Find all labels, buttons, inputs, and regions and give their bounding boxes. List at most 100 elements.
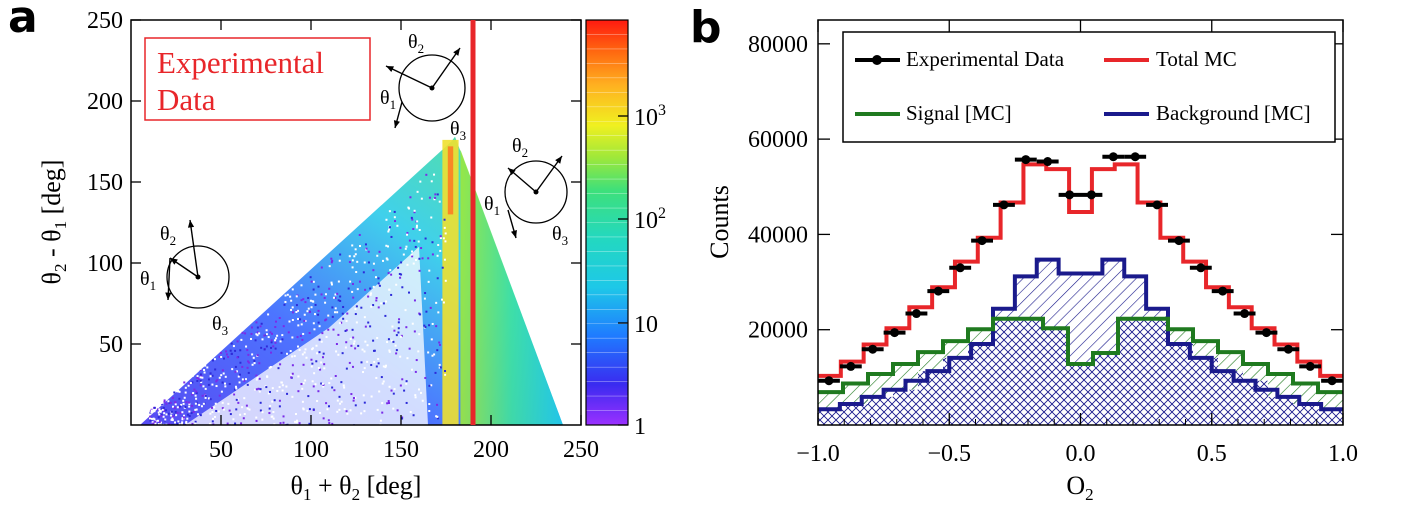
heatmap-pixel	[239, 349, 242, 352]
diagram-angle-label: θ3	[552, 223, 568, 248]
heatmap-pixel	[227, 402, 230, 405]
heatmap-pixel	[346, 312, 349, 315]
heatmap-pixel	[345, 410, 348, 413]
heatmap-pixel	[403, 389, 406, 392]
heatmap-pixel	[196, 413, 199, 416]
heatmap-pixel	[286, 392, 289, 395]
heatmap-pixel	[300, 323, 303, 326]
data-point	[1086, 190, 1096, 200]
heatmap-pixel	[398, 272, 401, 275]
heatmap-pixel	[410, 216, 413, 219]
heatmap-pixel	[158, 413, 161, 416]
heatmap-pixel	[354, 308, 357, 311]
heatmap-pixel	[325, 335, 328, 338]
heatmap-pixel	[178, 423, 181, 425]
panel-b-ticks: −1.0 −0.5 0.0 0.5 1.0 20000 40000 60000 80000	[748, 20, 1358, 467]
heatmap-pixel	[301, 338, 304, 341]
heatmap-pixel	[263, 348, 266, 351]
heatmap-pixel	[418, 269, 421, 272]
heatmap-pixel	[179, 405, 182, 408]
heatmap-pixel	[282, 325, 285, 328]
heatmap-pixel	[363, 316, 366, 319]
heatmap-pixel	[318, 325, 321, 328]
diagram-arrow	[431, 47, 461, 89]
heatmap-pixel	[163, 412, 166, 415]
heatmap-pixel	[302, 332, 305, 335]
heatmap-pixel	[404, 309, 407, 312]
heatmap-frame	[130, 19, 582, 426]
heatmap-pixel	[279, 340, 282, 343]
heatmap-pixel	[398, 318, 401, 321]
heatmap-pixel	[281, 338, 284, 341]
heatmap-pixel	[168, 401, 171, 404]
heatmap-pixel	[179, 412, 182, 415]
heatmap-pixel	[220, 355, 223, 358]
heatmap-pixel	[334, 307, 337, 310]
heatmap-pixel	[215, 385, 218, 388]
heatmap-pixel	[320, 293, 323, 296]
heatmap-pixel	[204, 387, 207, 390]
heatmap-pixel	[427, 280, 430, 283]
heatmap-pixel	[416, 190, 419, 193]
colorbar-tick-label: 103	[634, 102, 666, 131]
heatmap-pixel	[424, 326, 427, 329]
heatmap-pixel	[165, 402, 168, 405]
colorbar-tick-label: 1	[634, 414, 646, 440]
heatmap-pixel	[173, 391, 176, 394]
heatmap-pixel	[386, 340, 389, 343]
heatmap-pixel	[155, 406, 158, 409]
heatmap-pixel	[331, 386, 334, 389]
heatmap-pixel	[370, 305, 373, 308]
heatmap-pixel	[177, 420, 180, 423]
heatmap-pixel	[444, 370, 447, 373]
legend-label-total: Total MC	[1156, 47, 1237, 71]
heatmap-pixel	[342, 317, 345, 320]
heatmap-pixel	[200, 374, 203, 377]
heatmap-pixel	[195, 397, 198, 400]
heatmap-pixel	[220, 374, 223, 377]
heatmap-pixel	[380, 376, 383, 379]
heatmap-pixel	[421, 257, 424, 260]
heatmap-pixel	[234, 365, 237, 368]
heatmap-pixel	[324, 293, 327, 296]
heatmap-pixel	[176, 411, 179, 414]
heatmap-pixel	[437, 311, 440, 314]
heatmap-pixel	[176, 422, 179, 425]
heatmap-pixel	[209, 375, 212, 378]
heatmap-pixel	[423, 324, 426, 327]
heatmap-pixel	[397, 331, 400, 334]
heatmap-pixel	[182, 402, 185, 405]
data-point	[1218, 286, 1228, 296]
heatmap-pixel	[199, 384, 202, 387]
heatmap-pixel	[362, 271, 365, 274]
heatmap-pixel	[176, 406, 179, 409]
heatmap-pixel	[204, 364, 207, 367]
heatmap-pixel	[314, 303, 317, 306]
heatmap-pixel	[213, 358, 216, 361]
heatmap-pixel	[157, 411, 160, 414]
heatmap-pixel	[444, 279, 447, 282]
heatmap-pixel	[356, 288, 359, 291]
heatmap-pixel	[405, 380, 408, 383]
heatmap-pixel	[300, 383, 303, 386]
heatmap-pixel	[154, 420, 157, 423]
heatmap-pixel	[241, 378, 244, 381]
heatmap-pixel	[196, 375, 199, 378]
annotation-line2: Data	[157, 82, 216, 117]
heatmap-pixel	[222, 357, 225, 360]
heatmap-pixel	[221, 381, 224, 384]
heatmap-pixel	[413, 211, 416, 214]
heatmap-pixel	[278, 386, 281, 389]
diagram-angle-label: θ1	[380, 87, 396, 112]
heatmap-pixel	[390, 389, 393, 392]
heatmap-pixel	[241, 331, 244, 334]
heatmap-pixel	[297, 390, 300, 393]
heatmap-pixel	[315, 344, 318, 347]
heatmap-pixel	[273, 423, 276, 425]
heatmap-pixel	[246, 349, 249, 352]
heatmap-pixel	[306, 310, 309, 313]
